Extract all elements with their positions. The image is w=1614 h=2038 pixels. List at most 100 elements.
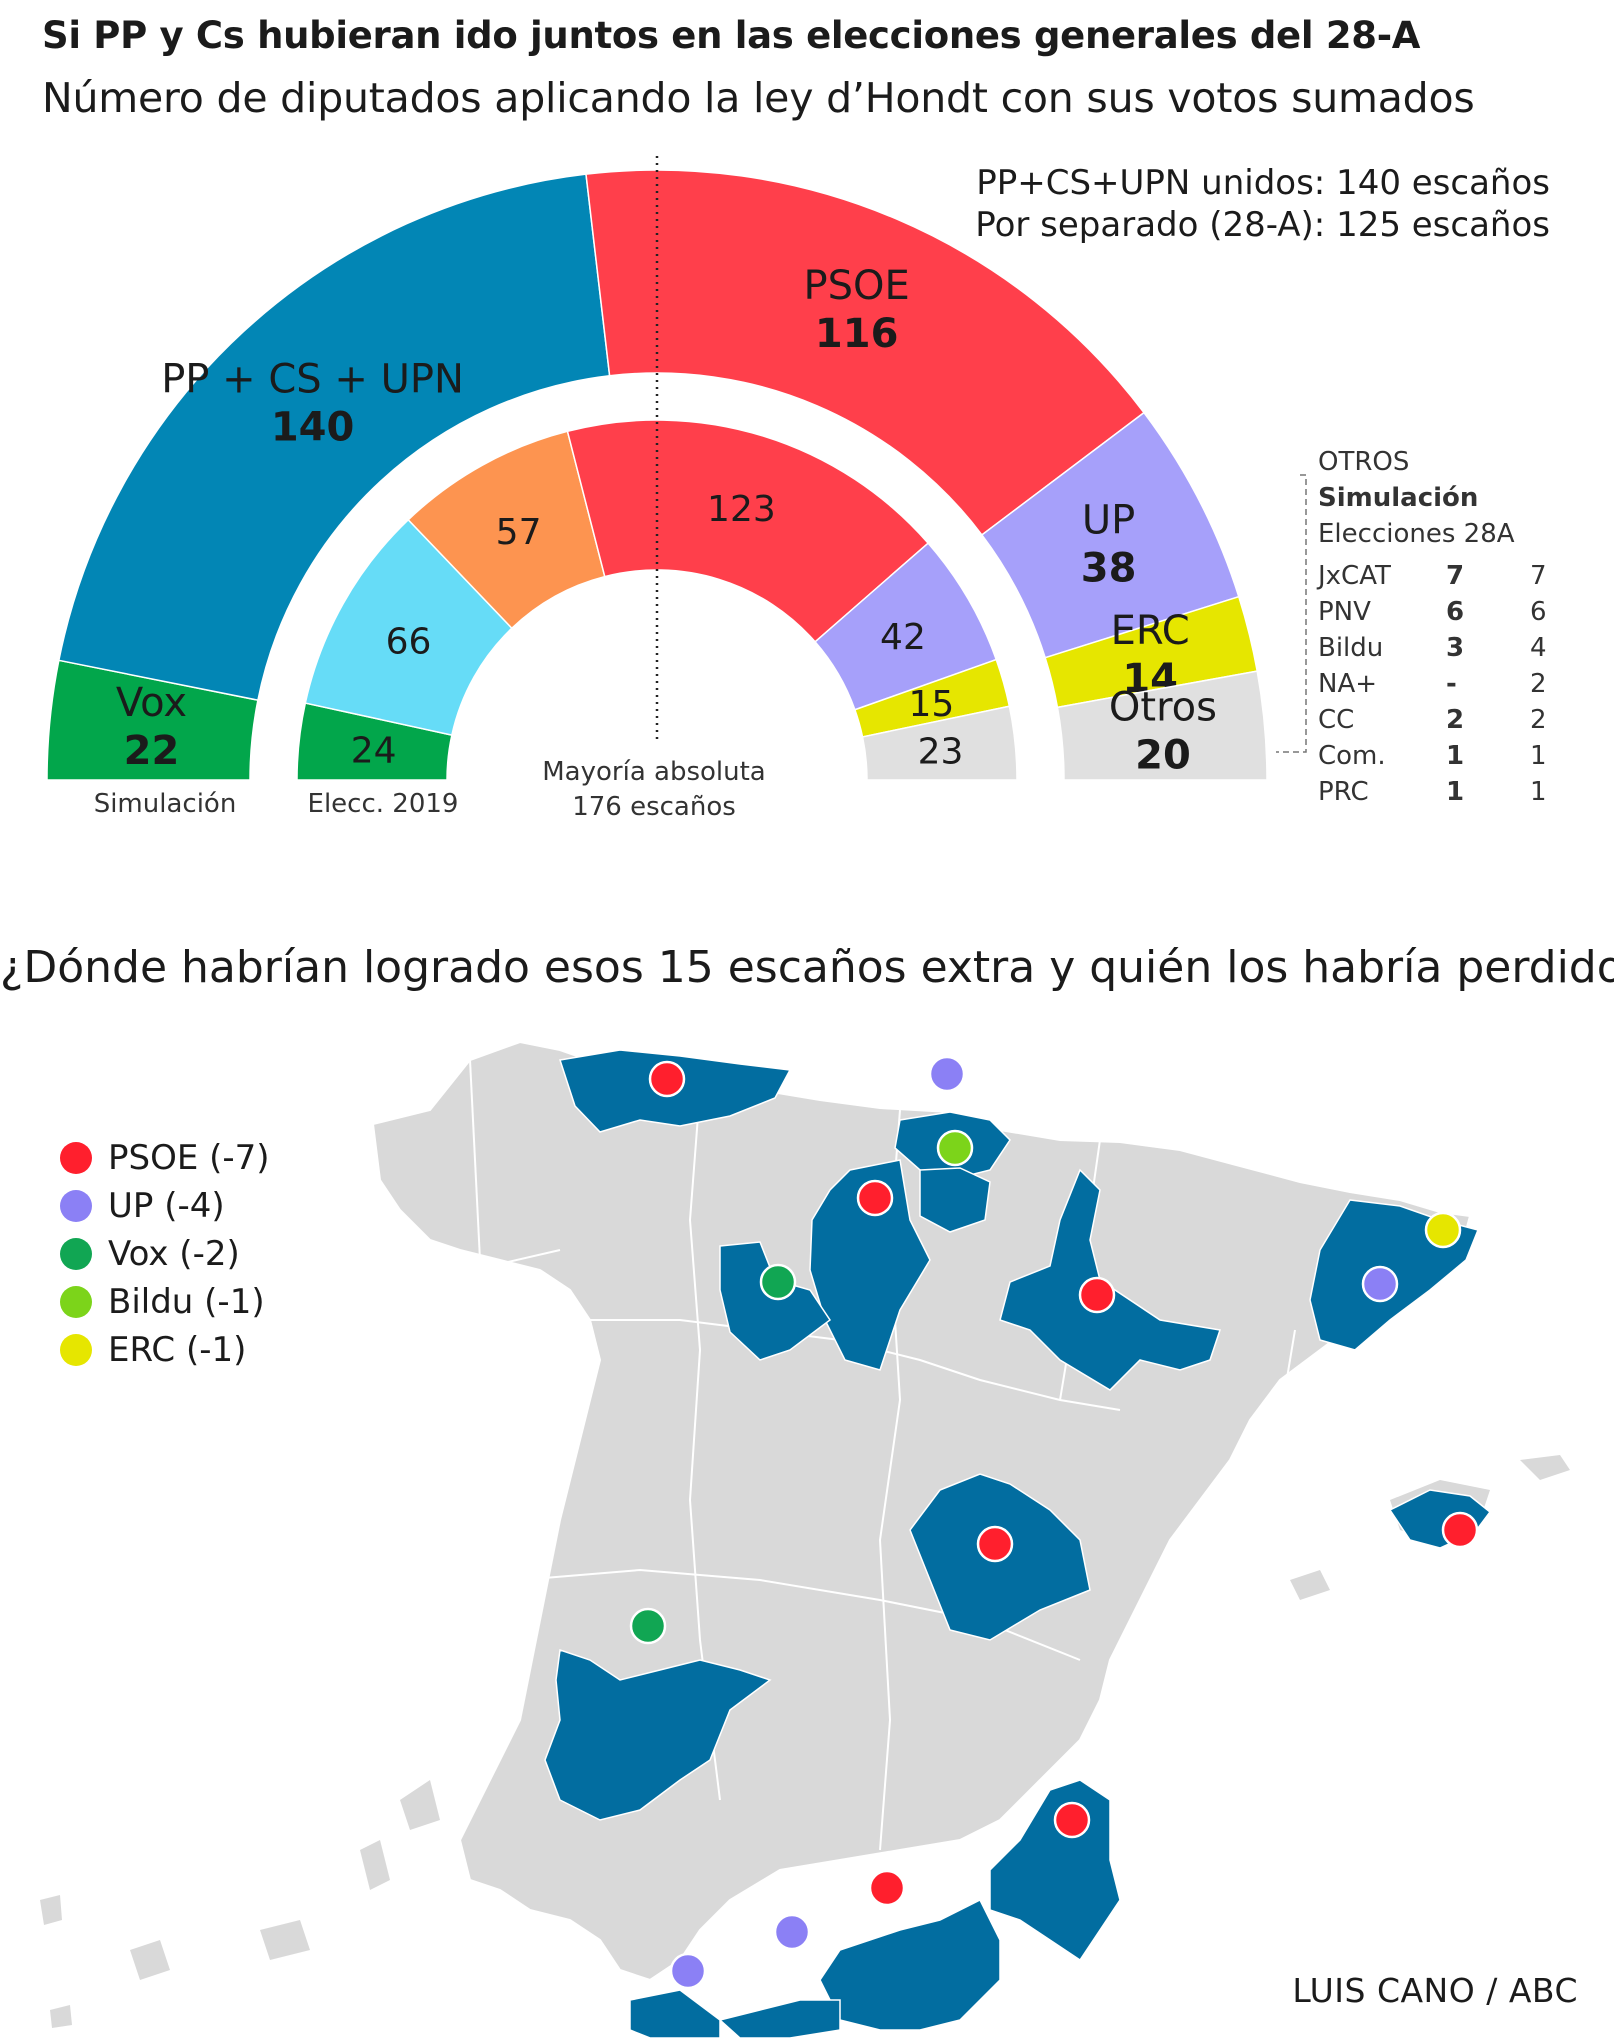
navarra-alava xyxy=(919,1167,991,1233)
seat-loss-marker xyxy=(976,1525,1014,1563)
inner-ring-2019: 24 66 57 123 42 15 23 xyxy=(296,419,1018,781)
legend-label: ERC (-1) xyxy=(108,1330,247,1370)
seat-loss-marker xyxy=(1053,1801,1091,1839)
otros-col-elections: Elecciones 28A xyxy=(1318,519,1515,549)
seat-value-label: 38 xyxy=(1081,545,1137,591)
otros-connector xyxy=(1276,474,1307,753)
sim-seats: 6 xyxy=(1446,597,1465,627)
legend-label: PSOE (-7) xyxy=(108,1138,270,1178)
badajoz xyxy=(544,1649,772,1821)
seat-value-label: 20 xyxy=(1135,732,1191,778)
summary-separate: Por separado (28-A): 125 escaños xyxy=(975,205,1550,245)
seat-loss-marker xyxy=(1078,1276,1116,1314)
seat-summary: PP+CS+UPN unidos: 140 escaños Por separa… xyxy=(975,162,1550,246)
legend-item: UP (-4) xyxy=(60,1182,270,1230)
burgos xyxy=(809,1159,931,1371)
table-row: NA+ - 2 xyxy=(1318,666,1580,702)
summary-united: PP+CS+UPN unidos: 140 escaños xyxy=(976,163,1550,203)
otros-table: OTROS Simulación Elecciones 28A JxCAT 7 7 … xyxy=(1318,444,1580,810)
party-name: NA+ xyxy=(1318,669,1378,699)
party-label: ERC xyxy=(1111,608,1190,654)
seat-loss-marker xyxy=(856,1179,894,1217)
elec-seats: 6 xyxy=(1530,597,1547,627)
table-row: PNV 6 6 xyxy=(1318,594,1580,630)
seat-value-label: 123 xyxy=(707,489,776,530)
seat-value-label: 23 xyxy=(918,732,964,773)
chart-title: Si PP y Cs hubieran ido juntos en las el… xyxy=(42,14,1421,57)
party-label: PSOE xyxy=(804,263,910,309)
seat-loss-marker xyxy=(928,1055,966,1093)
sim-seats: 3 xyxy=(1446,633,1465,663)
sim-seats: 7 xyxy=(1446,561,1465,591)
table-row: CC 2 2 xyxy=(1318,702,1580,738)
legend-item: Bildu (-1) xyxy=(60,1278,270,1326)
otros-rows: JxCAT 7 7 PNV 6 6 Bildu 3 4 NA+ -2 CC 2 2 Com. 1 1 … xyxy=(1318,558,1580,810)
sim-seats: 2 xyxy=(1446,705,1465,735)
seat-loss-marker xyxy=(759,1263,797,1301)
ring-label-2019: Elecc. 2019 xyxy=(308,789,459,819)
elec-seats: 4 xyxy=(1530,633,1547,663)
party-label: UP xyxy=(1082,497,1135,543)
party-name: Com. xyxy=(1318,741,1386,771)
sim-seats: 1 xyxy=(1446,777,1465,807)
table-row: Com. 1 1 xyxy=(1318,738,1580,774)
party-name: PNV xyxy=(1318,597,1371,627)
seat-value-label: 140 xyxy=(271,405,355,451)
party-name: JxCAT xyxy=(1318,561,1391,591)
ring-label-simulation: Simulación xyxy=(94,789,237,819)
majority-label-2: 176 escaños xyxy=(572,792,736,822)
party-label: PP + CS + UPN xyxy=(161,357,464,403)
legend-item: PSOE (-7) xyxy=(60,1134,270,1182)
seat-value-label: 15 xyxy=(908,684,954,725)
party-name: CC xyxy=(1318,705,1355,735)
granada xyxy=(819,1898,1001,2031)
credit: LUIS CANO / ABC xyxy=(1292,1971,1578,2010)
elec-seats: 2 xyxy=(1530,669,1547,699)
seat-loss-marker xyxy=(669,1952,707,1990)
elec-seats: 2 xyxy=(1530,705,1547,735)
outer-segment xyxy=(57,173,611,702)
table-row: Bildu 3 4 xyxy=(1318,630,1580,666)
seat-loss-marker xyxy=(648,1060,686,1098)
seat-loss-marker xyxy=(936,1129,974,1167)
legend-dot-vox xyxy=(60,1238,92,1270)
legend-label: UP (-4) xyxy=(108,1186,225,1226)
legend-dot-psoe xyxy=(60,1142,92,1174)
legend-item: ERC (-1) xyxy=(60,1326,270,1374)
cadiz xyxy=(629,1989,721,2038)
outer-segment xyxy=(585,169,1146,536)
chart-subtitle: Número de diputados aplicando la ley d’H… xyxy=(42,74,1475,122)
seat-loss-marker xyxy=(773,1913,811,1951)
otros-col-simulation: Simulación xyxy=(1318,483,1479,513)
legend-item: Vox (-2) xyxy=(60,1230,270,1278)
elec-seats: 1 xyxy=(1530,777,1547,807)
seat-value-label: 66 xyxy=(386,621,432,662)
sim-seats: 1 xyxy=(1446,741,1465,771)
malaga xyxy=(718,1999,841,2038)
table-row: JxCAT 7 7 xyxy=(1318,558,1580,594)
table-row: PRC 1 1 xyxy=(1318,774,1580,810)
seat-loss-marker xyxy=(629,1607,667,1645)
majority-label-1: Mayoría absoluta xyxy=(542,757,766,787)
legend-dot-erc xyxy=(60,1334,92,1366)
otros-title: OTROS xyxy=(1318,447,1410,477)
legend-dot-bildu xyxy=(60,1286,92,1318)
elec-seats: 1 xyxy=(1530,741,1547,771)
valladolid xyxy=(719,1241,832,1361)
outer-segment xyxy=(1056,670,1268,781)
legend-label: Bildu (-1) xyxy=(108,1282,265,1322)
legend-dot-up xyxy=(60,1190,92,1222)
party-name: PRC xyxy=(1318,777,1369,807)
seat-loss-marker xyxy=(1361,1265,1399,1303)
seat-value-label: 116 xyxy=(815,311,899,357)
map-question: ¿Dónde habrían logrado esos 15 escaños e… xyxy=(0,942,1614,993)
party-label: Otros xyxy=(1109,684,1217,730)
seat-value-label: 22 xyxy=(124,728,180,774)
seat-loss-marker xyxy=(1441,1511,1479,1549)
party-label: Vox xyxy=(116,680,187,726)
elec-seats: 7 xyxy=(1530,561,1547,591)
seat-value-label: 57 xyxy=(496,512,542,553)
seat-loss-marker xyxy=(868,1869,906,1907)
